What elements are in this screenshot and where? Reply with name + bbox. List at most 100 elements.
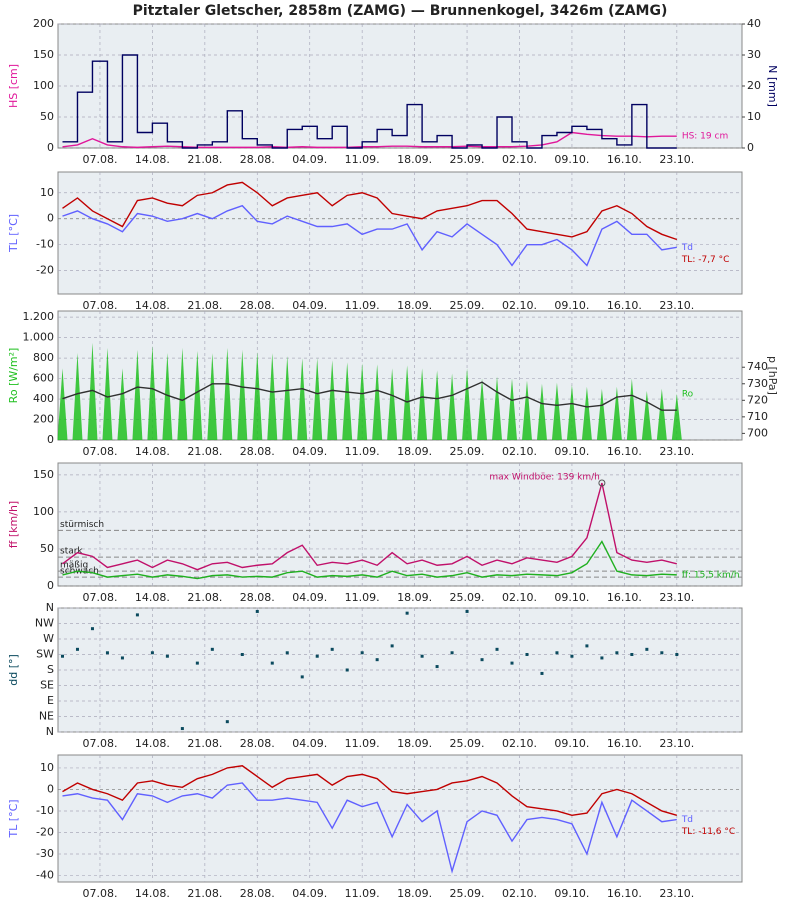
x-tick-label: 16.10. <box>607 299 642 312</box>
plot-area <box>57 462 743 587</box>
spike <box>312 358 323 440</box>
x-tick-label: 28.08. <box>240 153 275 166</box>
x-tick-label: 04.09. <box>292 591 327 604</box>
spike <box>267 352 278 440</box>
y-tick-label: NE <box>39 710 54 723</box>
x-tick-label: 02.10. <box>502 445 537 458</box>
x-tick-label: 23.10. <box>659 445 694 458</box>
x-tick-label: 23.10. <box>659 737 694 750</box>
y-tick-label: 0 <box>47 782 54 795</box>
spike <box>447 373 458 440</box>
spike <box>566 384 577 440</box>
x-tick-label: 21.08. <box>187 153 222 166</box>
x-tick-label: 25.09. <box>450 445 485 458</box>
x-tick-label: 04.09. <box>292 737 327 750</box>
spike <box>611 386 622 440</box>
y-tick-label: 50 <box>40 542 54 555</box>
y-tick-label: -10 <box>36 238 54 251</box>
spike <box>147 345 158 440</box>
spike <box>432 370 443 440</box>
dot <box>615 651 619 655</box>
spike <box>641 390 652 440</box>
dot <box>585 644 589 648</box>
x-tick-label: 11.09. <box>345 591 380 604</box>
y-axis-label: Ro [W/m²] <box>7 348 20 404</box>
y-tick-label: -20 <box>36 264 54 277</box>
spike <box>492 376 503 440</box>
y-tick-label: 150 <box>33 48 54 61</box>
spike <box>192 350 203 440</box>
series-line <box>62 540 677 580</box>
y2-tick-label: 30 <box>747 48 761 61</box>
dot <box>315 654 319 658</box>
x-tick-label: 09.10. <box>554 153 589 166</box>
x-tick-label: 18.09. <box>397 591 432 604</box>
dot <box>225 720 229 724</box>
y-axis-label: TL [°C] <box>7 799 20 838</box>
x-tick-label: 28.08. <box>240 737 275 750</box>
x-tick-label: 21.08. <box>187 299 222 312</box>
y-tick-label: 50 <box>40 110 54 123</box>
y-tick-label: 200 <box>33 413 54 426</box>
y2-axis-label: N [mm] <box>766 65 779 107</box>
spike <box>207 352 218 440</box>
y-tick-label: N <box>46 601 54 614</box>
dot <box>255 609 259 613</box>
series-label: Ro <box>682 389 694 399</box>
x-tick-label: 11.09. <box>345 737 380 750</box>
x-tick-label: 07.08. <box>82 887 117 900</box>
y-tick-label: 600 <box>33 372 54 385</box>
x-tick-label: 21.08. <box>187 737 222 750</box>
x-tick-label: 02.10. <box>502 737 537 750</box>
y-tick-label: 1.200 <box>23 310 55 323</box>
dot <box>570 654 574 658</box>
spike <box>357 363 368 440</box>
dot <box>510 661 514 665</box>
y-tick-label: SE <box>40 679 54 692</box>
x-tick-label: 25.09. <box>450 299 485 312</box>
spike <box>596 388 607 440</box>
dot <box>300 675 304 679</box>
dot <box>405 611 409 615</box>
dot <box>555 651 559 655</box>
x-tick-label: 14.08. <box>135 153 170 166</box>
spike <box>462 368 473 440</box>
x-tick-label: 11.09. <box>345 153 380 166</box>
y-tick-label: 100 <box>33 505 54 518</box>
y-axis-label: TL [°C] <box>7 214 20 253</box>
dot <box>645 647 649 651</box>
plot-area <box>57 310 743 441</box>
dot <box>120 656 124 660</box>
y-tick-label: 1.000 <box>23 331 55 344</box>
y-tick-label: 800 <box>33 351 54 364</box>
y-tick-label: S <box>47 663 54 676</box>
x-tick-label: 25.09. <box>450 153 485 166</box>
x-tick-label: 14.08. <box>135 445 170 458</box>
y-tick-label: 10 <box>40 186 54 199</box>
dot <box>75 647 79 651</box>
y-tick-label: E <box>47 694 54 707</box>
x-tick-label: 28.08. <box>240 887 275 900</box>
spike <box>237 349 248 440</box>
x-tick-label: 09.10. <box>554 887 589 900</box>
y2-tick-label: 730 <box>747 377 768 390</box>
dot <box>630 653 634 656</box>
spike <box>656 388 667 440</box>
x-tick-label: 16.10. <box>607 591 642 604</box>
x-tick-label: 02.10. <box>502 591 537 604</box>
x-tick-label: 14.08. <box>135 299 170 312</box>
page-title: Pitztaler Gletscher, 2858m (ZAMG) — Brun… <box>133 3 668 19</box>
y-tick-label: 150 <box>33 468 54 481</box>
spike <box>57 368 68 440</box>
dot <box>135 613 139 617</box>
dot <box>450 651 454 655</box>
x-tick-label: 18.09. <box>397 737 432 750</box>
y-axis-label: ff [km/h] <box>7 501 20 548</box>
y-tick-label: N <box>46 725 54 738</box>
spike <box>536 383 547 440</box>
x-tick-label: 04.09. <box>292 445 327 458</box>
series-label: HS: 19 cm <box>682 132 728 142</box>
spike <box>551 382 562 440</box>
y-axis-label: HS [cm] <box>7 64 20 108</box>
